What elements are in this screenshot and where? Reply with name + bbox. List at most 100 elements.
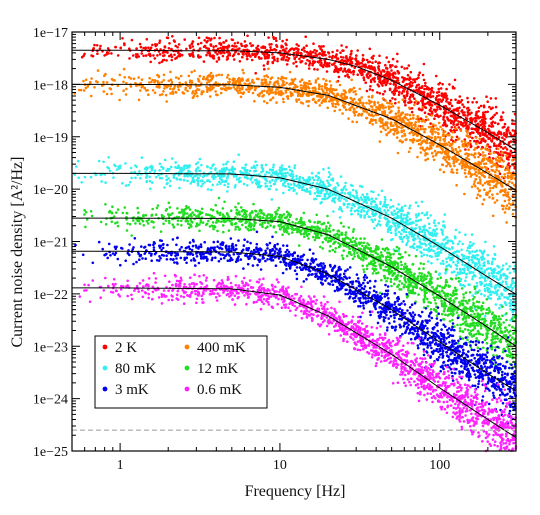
- data-point: [190, 79, 193, 83]
- data-point: [174, 165, 177, 169]
- data-point: [483, 154, 487, 157]
- data-point: [460, 123, 463, 126]
- data-point: [340, 44, 343, 47]
- data-point: [475, 174, 479, 177]
- data-point: [443, 112, 447, 116]
- data-point: [343, 105, 346, 109]
- data-point: [301, 102, 305, 105]
- data-point: [114, 45, 117, 49]
- data-point: [468, 123, 471, 126]
- data-point: [474, 178, 478, 181]
- data-point: [287, 182, 290, 186]
- data-point: [492, 245, 496, 248]
- data-point: [427, 249, 430, 252]
- data-point: [321, 65, 325, 69]
- data-point: [456, 150, 460, 154]
- data-point: [354, 90, 357, 93]
- data-point: [505, 154, 508, 157]
- data-point: [475, 196, 479, 200]
- data-point: [419, 151, 423, 154]
- data-point: [317, 87, 321, 91]
- data-point: [214, 90, 217, 93]
- data-point: [225, 58, 229, 61]
- data-point: [211, 183, 215, 187]
- data-point: [147, 46, 150, 49]
- data-point: [448, 248, 452, 251]
- data-point: [361, 104, 365, 107]
- data-point: [338, 108, 342, 112]
- data-point: [426, 230, 430, 233]
- data-point: [349, 96, 353, 100]
- data-point: [325, 96, 329, 99]
- data-point: [269, 184, 273, 188]
- data-point: [284, 168, 288, 171]
- data-point: [437, 87, 441, 91]
- data-point: [497, 278, 500, 282]
- data-point: [401, 209, 404, 212]
- data-point: [469, 241, 472, 244]
- data-point: [241, 171, 244, 175]
- data-point: [411, 141, 415, 144]
- data-point: [372, 54, 375, 58]
- data-point: [509, 307, 512, 311]
- data-point: [331, 199, 334, 202]
- data-point: [445, 94, 448, 97]
- data-point: [153, 169, 157, 172]
- data-point: [479, 180, 482, 183]
- data-point: [491, 260, 494, 264]
- data-point: [246, 184, 249, 187]
- data-point: [443, 307, 447, 311]
- data-point: [503, 122, 507, 126]
- data-point: [208, 52, 211, 55]
- data-point: [481, 159, 485, 163]
- data-point: [452, 113, 455, 117]
- data-point: [307, 229, 310, 233]
- data-point: [439, 251, 443, 254]
- data-point: [429, 106, 433, 110]
- data-point: [199, 55, 202, 59]
- data-point: [205, 46, 208, 50]
- data-point: [207, 219, 210, 223]
- data-point: [408, 121, 411, 124]
- data-point: [378, 216, 382, 219]
- data-point: [389, 65, 392, 69]
- data-point: [231, 78, 234, 82]
- data-point: [281, 84, 284, 87]
- data-point: [381, 92, 385, 96]
- data-point: [408, 113, 412, 117]
- data-point: [228, 53, 232, 57]
- data-point: [321, 247, 325, 250]
- data-point: [483, 289, 487, 293]
- data-point: [381, 79, 385, 83]
- data-point: [236, 48, 239, 51]
- data-point: [424, 81, 427, 85]
- data-point: [197, 80, 201, 83]
- data-point: [319, 201, 323, 205]
- data-point: [500, 156, 503, 160]
- data-point: [380, 189, 384, 193]
- data-point: [500, 115, 503, 118]
- data-point: [145, 180, 148, 184]
- data-point: [481, 255, 485, 258]
- data-point: [270, 43, 273, 46]
- data-point: [145, 174, 149, 177]
- data-point: [404, 103, 407, 107]
- data-point: [397, 100, 401, 104]
- data-point: [373, 227, 376, 230]
- data-point: [479, 134, 482, 138]
- data-point: [356, 196, 359, 200]
- data-point: [186, 179, 189, 183]
- data-point: [194, 162, 198, 166]
- data-point: [486, 100, 490, 103]
- data-point: [505, 204, 509, 207]
- data-point: [151, 166, 154, 169]
- data-point: [485, 286, 489, 290]
- data-point: [210, 188, 213, 192]
- data-point: [465, 276, 468, 279]
- data-point: [415, 216, 418, 219]
- data-point: [480, 266, 483, 270]
- data-point: [375, 224, 379, 227]
- data-point: [400, 288, 403, 291]
- data-point: [178, 166, 181, 169]
- data-point: [292, 51, 296, 55]
